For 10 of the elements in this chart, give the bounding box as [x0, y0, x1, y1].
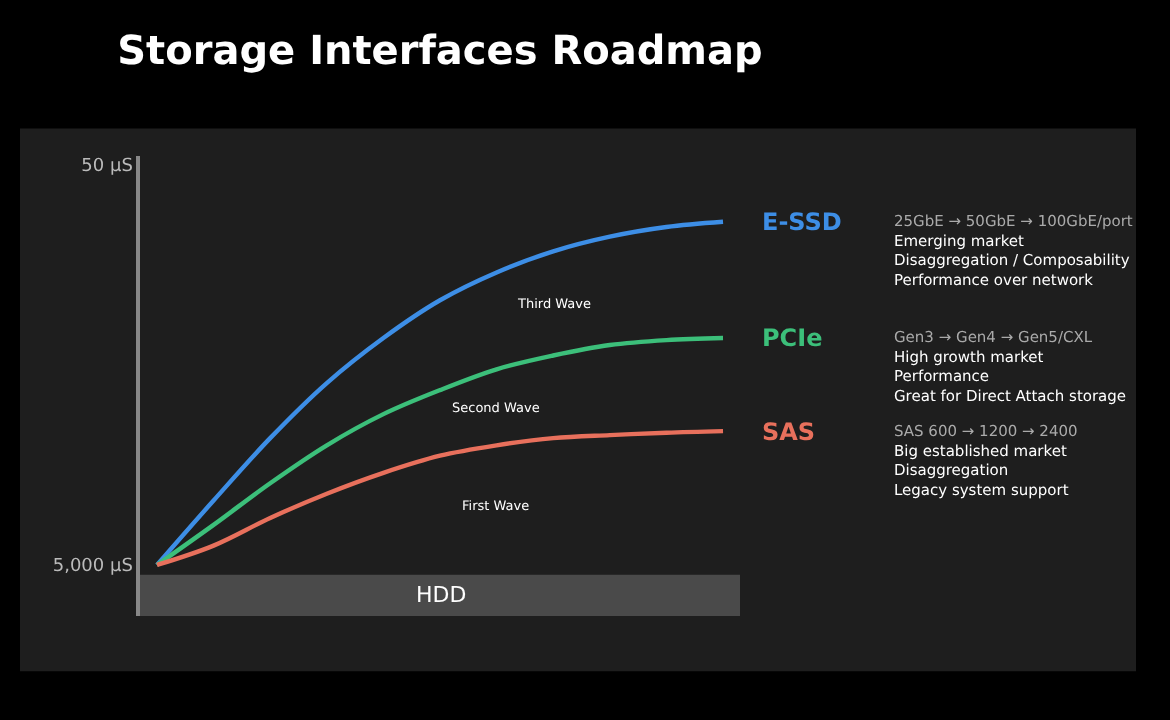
line-series — [154, 335, 726, 568]
series-label: E-SSD — [762, 208, 842, 236]
line-series — [154, 428, 726, 568]
series-label: PCIe — [762, 324, 823, 352]
y-tick-label: 50 µS — [81, 157, 134, 178]
chart-title: Storage Interfaces Roadmap — [117, 26, 763, 74]
band-label: HDD — [416, 582, 467, 608]
y-tick-label: 5,000 µS — [52, 557, 134, 578]
line-series — [154, 219, 726, 568]
series-label: SAS — [762, 418, 816, 446]
